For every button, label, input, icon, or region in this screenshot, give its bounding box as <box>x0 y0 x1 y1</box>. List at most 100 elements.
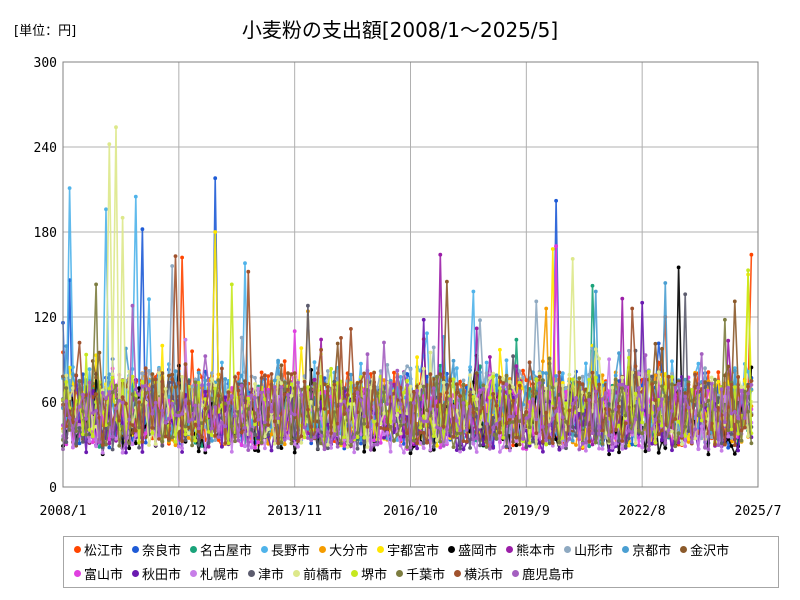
data-point <box>514 443 519 448</box>
data-point <box>537 374 542 379</box>
data-point <box>339 441 343 446</box>
data-point <box>213 386 218 391</box>
data-point <box>620 296 625 301</box>
x-tick-label: 2013/11 <box>267 504 322 519</box>
data-point <box>405 364 410 369</box>
data-point <box>428 448 433 452</box>
data-point <box>630 442 635 447</box>
data-point <box>378 426 383 430</box>
data-point <box>272 441 277 446</box>
data-point <box>742 425 747 430</box>
data-point <box>706 452 711 457</box>
data-point <box>438 372 443 377</box>
data-point <box>514 439 519 443</box>
data-point <box>461 447 466 452</box>
data-point <box>703 380 707 384</box>
data-point <box>577 380 582 385</box>
data-point <box>445 390 449 395</box>
data-point <box>269 432 274 437</box>
data-point <box>329 446 333 450</box>
legend-marker <box>680 545 688 553</box>
legend-label: 千葉市 <box>406 567 446 583</box>
legend-marker <box>132 545 140 553</box>
data-point <box>732 299 737 304</box>
data-point <box>640 420 645 425</box>
data-point <box>729 427 734 432</box>
data-point <box>421 419 426 424</box>
data-point <box>504 444 509 449</box>
data-point <box>706 381 711 386</box>
data-point <box>640 445 645 450</box>
data-point <box>517 380 522 385</box>
legend-item: 鹿児島市 <box>512 564 574 583</box>
data-point <box>534 431 539 435</box>
data-point <box>359 441 363 446</box>
data-point <box>736 375 740 379</box>
data-point <box>428 372 433 377</box>
data-point <box>723 394 727 399</box>
data-point <box>567 372 572 377</box>
data-point <box>210 371 214 375</box>
legend-label: 前橋市 <box>303 567 343 583</box>
data-point <box>64 399 69 404</box>
data-point <box>689 398 694 403</box>
data-point <box>160 443 165 448</box>
data-point <box>180 375 185 379</box>
data-point <box>577 376 582 381</box>
data-point <box>623 384 628 389</box>
data-point <box>726 428 731 433</box>
data-point <box>593 440 598 445</box>
data-point <box>183 438 188 442</box>
data-point <box>133 433 138 438</box>
data-point <box>428 350 433 355</box>
data-point <box>593 389 598 394</box>
data-point <box>289 372 294 377</box>
data-point <box>560 371 565 376</box>
data-point <box>388 381 393 385</box>
data-point <box>253 445 257 450</box>
data-point <box>630 430 635 435</box>
data-point <box>170 435 175 440</box>
data-point <box>210 396 214 401</box>
data-point <box>127 441 132 446</box>
data-point <box>498 386 502 390</box>
data-point <box>302 379 307 384</box>
data-point <box>544 442 549 447</box>
data-point <box>130 392 135 397</box>
data-point <box>362 435 367 440</box>
data-point <box>157 433 161 438</box>
data-point <box>133 387 138 392</box>
data-point <box>600 442 605 446</box>
data-point <box>620 386 625 391</box>
data-point <box>554 382 558 387</box>
data-point <box>147 369 151 373</box>
data-point <box>349 327 353 331</box>
data-point <box>451 445 456 449</box>
data-point <box>600 373 605 378</box>
data-point <box>461 439 466 443</box>
data-point <box>587 398 592 402</box>
data-point <box>196 449 201 454</box>
data-point <box>683 377 688 382</box>
data-point <box>349 372 353 377</box>
data-point <box>67 415 72 420</box>
data-point <box>107 445 112 450</box>
data-point <box>408 401 413 406</box>
legend-marker <box>190 545 198 553</box>
data-point <box>183 337 188 342</box>
data-point <box>527 443 532 448</box>
data-point <box>458 449 462 454</box>
data-point <box>441 403 446 408</box>
data-point <box>454 448 459 452</box>
data-point <box>325 369 330 373</box>
data-point <box>627 355 631 360</box>
data-point <box>696 385 701 390</box>
data-point <box>431 386 436 391</box>
data-point <box>670 448 674 453</box>
data-point <box>435 438 439 443</box>
data-point <box>507 379 512 384</box>
x-tick-label: 2025/7 <box>735 504 782 519</box>
data-point <box>352 450 357 455</box>
data-point <box>282 442 287 447</box>
data-point <box>223 377 228 381</box>
